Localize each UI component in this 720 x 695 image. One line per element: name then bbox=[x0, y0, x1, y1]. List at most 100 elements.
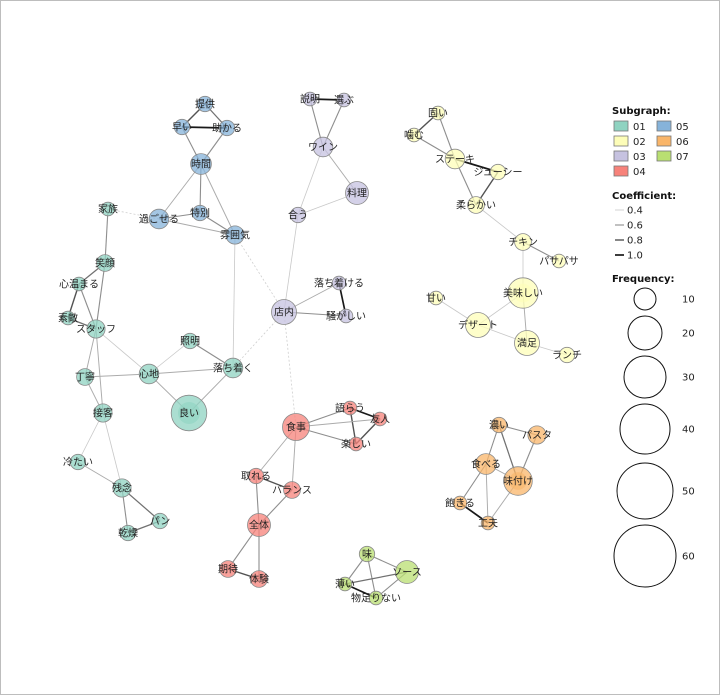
node-e9a892e3818ce38197e38184[interactable]: 騒がしい bbox=[326, 308, 366, 324]
node-circle bbox=[527, 425, 547, 445]
node-e9818ee38194e3819be3828b[interactable]: 過ごせる bbox=[139, 208, 179, 230]
node-circle bbox=[93, 403, 113, 423]
node-circle bbox=[181, 332, 199, 350]
node-e789a9e8b6b3e3828ae381aae38184[interactable]: 物足りない bbox=[351, 590, 401, 606]
node-e5aeb6e6978f[interactable]: 家族 bbox=[98, 201, 118, 217]
node-e6a5bde38197e38184[interactable]: 楽しい bbox=[341, 436, 371, 452]
node-circle bbox=[358, 545, 376, 563]
node-label: 柔らかい bbox=[456, 200, 496, 212]
node-e69f94e38289e3818be38184[interactable]: 柔らかい bbox=[456, 196, 496, 214]
node-e697a9e38184[interactable]: 早い bbox=[172, 118, 192, 136]
node-e99bb0e59bb2e6b097[interactable]: 雰囲気 bbox=[220, 225, 250, 245]
node-circle bbox=[191, 204, 209, 222]
node-circle bbox=[219, 560, 237, 578]
node-e4b9bee787a5[interactable]: 乾燥 bbox=[118, 524, 138, 542]
node-e981b8e381b6[interactable]: 選ぶ bbox=[334, 92, 354, 108]
node-label: 心地 bbox=[139, 368, 159, 381]
legend-frequency-label: 30 bbox=[682, 373, 695, 384]
node-e591b3e4bb98e38191[interactable]: 味付け bbox=[503, 466, 533, 496]
node-e38391e383b3[interactable]: パン bbox=[150, 512, 171, 530]
node-e5b7a5e5a4ab[interactable]: 工夫 bbox=[478, 515, 498, 531]
node-e591b3[interactable]: 味 bbox=[358, 545, 376, 563]
node-e890bde381a1e79d80e38191e3828b[interactable]: 落ち着ける bbox=[314, 275, 364, 291]
node-e6ba80e8b6b3[interactable]: 満足 bbox=[514, 330, 540, 356]
node-e889afe38184[interactable]: 良い bbox=[170, 394, 208, 432]
node-e58f96e3828ce3828b[interactable]: 取れる bbox=[241, 467, 271, 485]
node-e38390e383a9e383b3e382b9[interactable]: バランス bbox=[272, 481, 312, 499]
legend-frequency-60: 60 bbox=[613, 524, 695, 588]
node-e789b9e588a5[interactable]: 特別 bbox=[190, 204, 210, 222]
node-e382b9e382bfe38383e38395[interactable]: スタッフ bbox=[76, 319, 116, 339]
node-e8aaace6988e[interactable]: 説明 bbox=[300, 91, 320, 107]
node-circle bbox=[444, 148, 466, 170]
legend-frequency-circle bbox=[633, 287, 657, 311]
node-e382b8e383a5e383bce382b7e383bc[interactable]: ジューシー bbox=[473, 163, 523, 181]
legend-frequency-circle bbox=[627, 315, 663, 351]
legend-coefficient-label: 0.8 bbox=[627, 236, 643, 247]
legend-coefficient-label: 0.6 bbox=[627, 221, 643, 232]
node-inner-circle bbox=[509, 472, 527, 490]
node-label: 丁寧 bbox=[75, 371, 95, 384]
node-e7ac91e9a194[interactable]: 笑顔 bbox=[95, 254, 115, 272]
node-label: 全体 bbox=[249, 519, 269, 532]
node-circle bbox=[119, 524, 137, 542]
edge bbox=[234, 234, 285, 313]
node-circle bbox=[514, 233, 532, 251]
legend-subgraph-label: 03 bbox=[633, 152, 646, 163]
legend-coefficient-items: 0.4 0.6 0.8 1.0 bbox=[615, 206, 643, 262]
edge bbox=[297, 146, 324, 216]
node-e7be8ee591b3e38197e38184[interactable]: 美味しい bbox=[503, 277, 543, 309]
node-e5ba97e58685[interactable]: 店内 bbox=[271, 299, 297, 325]
node-e4b881e5afa7[interactable]: 丁寧 bbox=[75, 368, 95, 386]
node-e383afe382a4e383b3[interactable]: ワイン bbox=[308, 136, 338, 158]
node-e59088e38186[interactable]: 合う bbox=[288, 206, 308, 224]
node-e4bd93e9a893[interactable]: 体験 bbox=[249, 570, 269, 588]
node-e8aa9ee38289e38186[interactable]: 語らう bbox=[335, 400, 365, 416]
node-e5bf83e6b8a9e381bee3828b[interactable]: 心温まる bbox=[59, 276, 99, 292]
node-circle bbox=[342, 400, 358, 416]
node-e79498e38184[interactable]: 甘い bbox=[426, 290, 446, 306]
node-e38381e382ade383b3[interactable]: チキン bbox=[508, 233, 538, 251]
node-e38391e382b9e382bf[interactable]: パスタ bbox=[522, 425, 552, 445]
node-e5bf83e59cb0[interactable]: 心地 bbox=[138, 363, 160, 385]
node-circle bbox=[218, 119, 236, 137]
node-e89684e38184[interactable]: 薄い bbox=[335, 576, 355, 592]
legend-subgraph-label: 04 bbox=[633, 167, 646, 178]
node-e7b4a0e695b5[interactable]: 素敵 bbox=[58, 310, 78, 326]
node-e6ae8be5bfb5[interactable]: 残念 bbox=[112, 478, 132, 498]
legend-swatch bbox=[613, 165, 629, 177]
node-e890bde381a1e79d80e3818f[interactable]: 落ち着く bbox=[213, 357, 253, 379]
node-e383a9e383b3e38381[interactable]: ランチ bbox=[552, 346, 582, 364]
node-e59bbae38184[interactable]: 固い bbox=[428, 105, 448, 121]
node-e9a3bde3818de3828b[interactable]: 飽きる bbox=[445, 495, 475, 511]
node-e69699e79086[interactable]: 料理 bbox=[345, 181, 369, 205]
node-circle bbox=[69, 453, 87, 471]
node-e69982e99693[interactable]: 時間 bbox=[190, 153, 212, 175]
node-e9a39fe4ba8b[interactable]: 食事 bbox=[282, 413, 310, 441]
node-e585a8e4bd93[interactable]: 全体 bbox=[247, 513, 271, 537]
node-e6bf83e38184[interactable]: 濃い bbox=[489, 416, 509, 434]
node-e58f8be4baba[interactable]: 友人 bbox=[370, 411, 390, 427]
node-circle bbox=[372, 411, 388, 427]
node-e38387e382b6e383bce38388[interactable]: デザート bbox=[458, 312, 498, 338]
node-e5999be38280[interactable]: 噛む bbox=[404, 127, 424, 143]
node-e38391e382b5e38391e382b5[interactable]: パサパサ bbox=[539, 253, 579, 269]
node-e9a39fe381b9e3828b[interactable]: 食べる bbox=[471, 453, 501, 475]
node-circle bbox=[196, 95, 214, 113]
node-circle bbox=[289, 206, 307, 224]
node-e586b7e3819fe38184[interactable]: 冷たい bbox=[63, 453, 93, 471]
node-e68ea5e5aea2[interactable]: 接客 bbox=[93, 403, 113, 423]
node-e68f90e4be9b[interactable]: 提供 bbox=[195, 95, 215, 113]
node-e382bde383bce382b9[interactable]: ソース bbox=[392, 560, 422, 584]
edge bbox=[283, 214, 299, 313]
node-e58aa9e3818be3828b[interactable]: 助かる bbox=[212, 119, 242, 137]
legend-subgraph-06: 06 bbox=[656, 135, 689, 148]
node-label: 満足 bbox=[517, 338, 537, 350]
node-e785a7e6988e[interactable]: 照明 bbox=[180, 332, 200, 350]
legend-frequency-label: 60 bbox=[682, 552, 695, 563]
edge bbox=[84, 373, 150, 378]
node-e382b9e38386e383bce382ad[interactable]: ステーキ bbox=[435, 148, 475, 170]
node-e69c9fe5be85[interactable]: 期待 bbox=[218, 560, 238, 578]
legend-frequency-label: 10 bbox=[682, 295, 695, 306]
